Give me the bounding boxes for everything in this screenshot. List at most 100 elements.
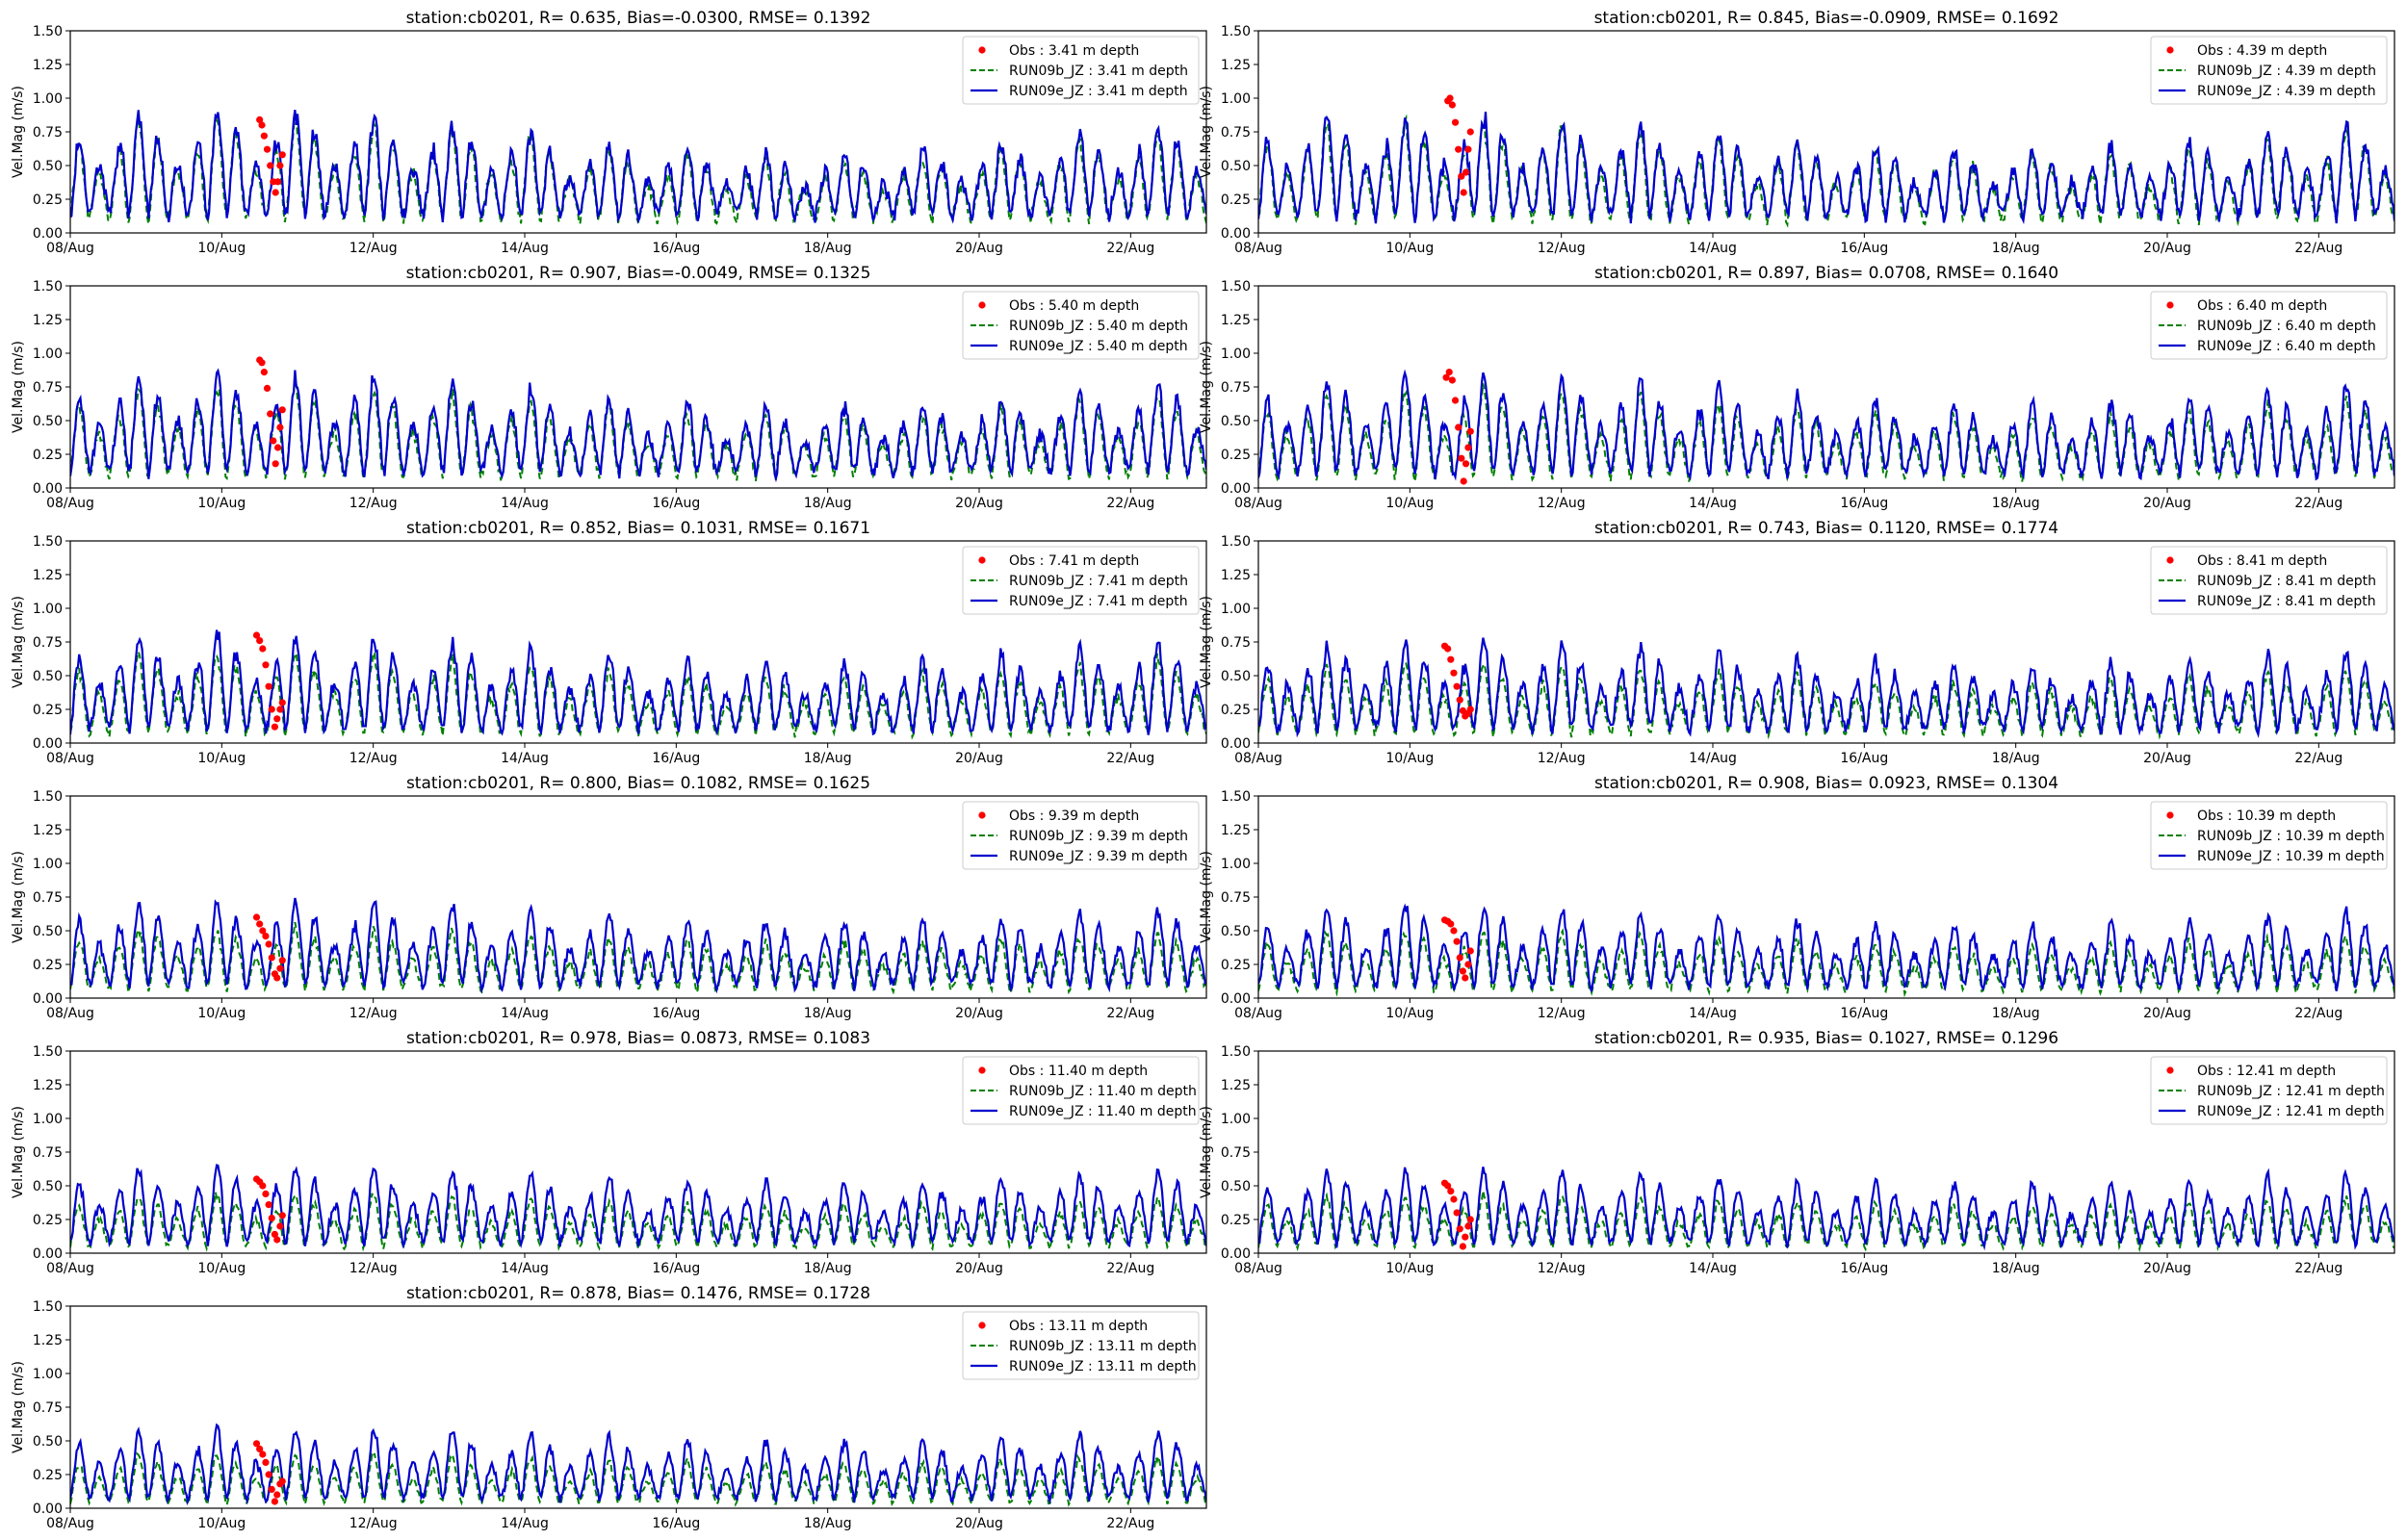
axes-frame: [1257, 1050, 2395, 1254]
y-tick-label: 1.25: [1221, 313, 1251, 328]
obs-point: [1464, 444, 1472, 451]
x-tick-label: 16/Aug: [652, 1516, 700, 1531]
x-tick-label: 10/Aug: [197, 1261, 246, 1276]
legend-label: RUN09e_JZ : 8.41 m depth: [2197, 594, 2376, 609]
obs-point: [1462, 974, 1469, 982]
y-tick-label: 0.00: [33, 1502, 63, 1517]
obs-point: [1455, 424, 1462, 431]
y-tick-label: 1.50: [33, 279, 63, 295]
legend-label: Obs : 11.40 m depth: [1009, 1064, 1148, 1079]
legend-obs-marker: [2166, 301, 2174, 309]
y-tick-label: 0.75: [33, 380, 63, 396]
axes-frame: [69, 285, 1207, 489]
series-run09e-line: [70, 1423, 1206, 1506]
x-tick-label: 08/Aug: [46, 1516, 94, 1531]
obs-point: [1442, 373, 1450, 381]
obs-point: [256, 1445, 264, 1452]
y-tick-label: 1.50: [1221, 24, 1251, 39]
x-tick-label: 10/Aug: [1385, 1261, 1434, 1276]
x-tick-label: 08/Aug: [1234, 751, 1282, 766]
series-run09e-line: [1258, 1167, 2394, 1251]
x-tick-label: 10/Aug: [1385, 241, 1434, 256]
y-tick-label: 0.50: [1221, 924, 1251, 939]
obs-point: [271, 723, 278, 731]
subplot-title: station:cb0201, R= 0.743, Bias= 0.1120, …: [1594, 519, 2058, 538]
obs-point: [1453, 1209, 1461, 1217]
x-tick-label: 16/Aug: [652, 1006, 700, 1021]
y-tick-label: 0.00: [33, 1246, 63, 1262]
x-tick-label: 08/Aug: [46, 241, 94, 256]
obs-point: [276, 162, 284, 169]
obs-point: [1448, 101, 1456, 109]
series-group: [70, 629, 1206, 740]
legend-box: [2150, 291, 2388, 360]
x-tick-label: 18/Aug: [804, 496, 852, 511]
y-tick-label: 0.00: [33, 226, 63, 242]
series-group: [1258, 94, 2394, 228]
x-tick-label: 20/Aug: [2143, 1261, 2191, 1276]
obs-point: [1464, 145, 1472, 153]
subplot-title: station:cb0201, R= 0.907, Bias=-0.0049, …: [406, 264, 871, 283]
legend-label: RUN09e_JZ : 12.41 m depth: [2197, 1104, 2385, 1119]
obs-point: [256, 920, 264, 928]
x-tick-label: 22/Aug: [1106, 1516, 1154, 1531]
x-tick-label: 20/Aug: [955, 1006, 1003, 1021]
obs-point: [273, 1236, 281, 1244]
legend-obs-marker: [2166, 811, 2174, 819]
legend-obs-marker: [2166, 556, 2174, 564]
legend-obs-marker: [978, 556, 986, 564]
obs-point: [1444, 645, 1452, 653]
obs-point: [252, 913, 261, 921]
obs-point: [258, 359, 266, 367]
x-tick-label: 12/Aug: [349, 1516, 398, 1531]
x-tick-label: 20/Aug: [955, 751, 1003, 766]
y-tick-label: 1.00: [1221, 602, 1251, 617]
y-tick-label: 0.75: [1221, 890, 1251, 906]
y-tick-label: 1.00: [33, 91, 63, 107]
y-tick-label: 1.00: [33, 1112, 63, 1127]
y-tick-label: 0.50: [33, 669, 63, 684]
obs-point: [1460, 189, 1467, 196]
x-tick-label: 22/Aug: [1106, 496, 1154, 511]
y-tick-label: 1.25: [33, 1078, 63, 1093]
y-axis-label: Vel.Mag (m/s): [11, 86, 26, 178]
obs-point: [278, 406, 286, 414]
obs-point: [1450, 1195, 1458, 1203]
obs-point: [268, 954, 275, 962]
obs-point: [271, 1230, 278, 1238]
obs-point: [252, 1440, 261, 1448]
x-tick-label: 18/Aug: [1992, 496, 2040, 511]
y-tick-label: 0.75: [33, 890, 63, 906]
x-tick-label: 18/Aug: [804, 1261, 852, 1276]
x-tick-label: 14/Aug: [501, 496, 549, 511]
x-tick-label: 22/Aug: [1106, 241, 1154, 256]
axes-frame: [69, 540, 1207, 744]
legend-label: Obs : 5.40 m depth: [1009, 298, 1139, 314]
y-tick-label: 0.25: [33, 703, 63, 718]
y-tick-label: 0.50: [33, 1434, 63, 1450]
x-tick-label: 18/Aug: [1992, 1261, 2040, 1276]
obs-point: [1458, 454, 1465, 462]
obs-point: [268, 1485, 275, 1493]
y-tick-label: 1.50: [1221, 279, 1251, 295]
x-tick-label: 10/Aug: [197, 496, 246, 511]
obs-point: [1448, 376, 1456, 384]
x-tick-label: 08/Aug: [1234, 241, 1282, 256]
x-tick-label: 10/Aug: [197, 241, 246, 256]
y-tick-label: 0.25: [1221, 192, 1251, 208]
x-tick-label: 12/Aug: [1538, 241, 1586, 256]
obs-point: [276, 706, 284, 713]
subplot-2: station:cb0201, R= 0.845, Bias=-0.0909, …: [1199, 9, 2395, 256]
x-tick-label: 12/Aug: [349, 751, 398, 766]
subplot-4: station:cb0201, R= 0.897, Bias= 0.0708, …: [1199, 264, 2395, 511]
obs-point: [278, 957, 286, 964]
x-tick-label: 14/Aug: [1689, 1006, 1737, 1021]
legend-label: RUN09e_JZ : 7.41 m depth: [1009, 594, 1188, 609]
obs-point: [1459, 1243, 1466, 1250]
y-tick-label: 1.00: [33, 346, 63, 362]
x-tick-label: 08/Aug: [46, 751, 94, 766]
series-group: [1258, 369, 2394, 485]
obs-point: [265, 940, 272, 948]
legend-box: [962, 1056, 1200, 1125]
x-tick-label: 08/Aug: [46, 1261, 94, 1276]
